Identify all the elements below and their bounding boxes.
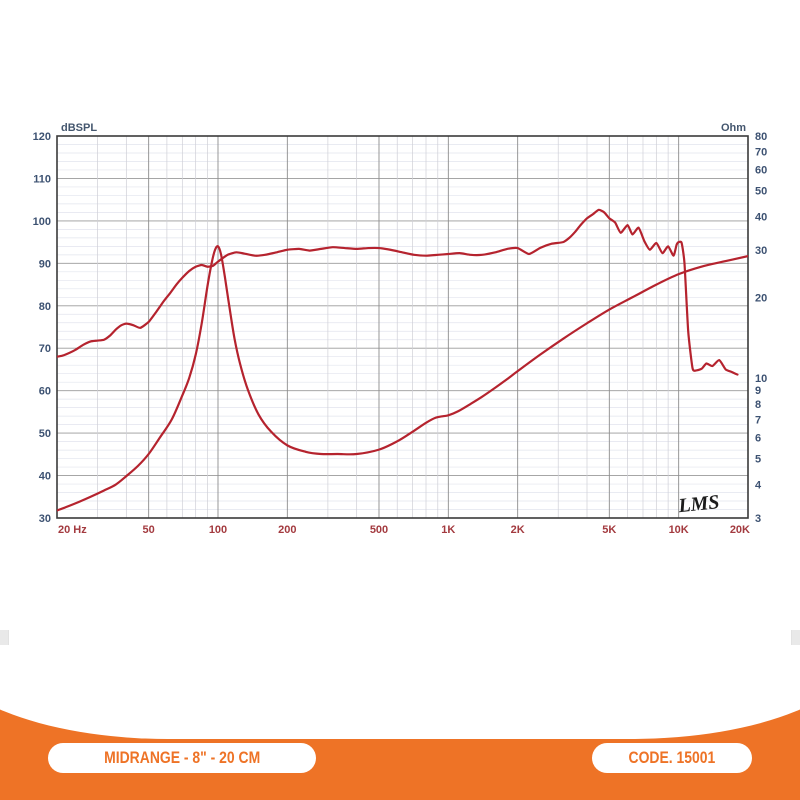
chart-canvas: 30 40 50 60 70 80 90 100 110 120 dBSPL 3 4 5 6 7 8 910 20 3…	[33, 122, 768, 536]
y2-axis-tick-label: 7	[755, 414, 761, 426]
y-axis-tick-label: 30	[39, 513, 51, 525]
y-axis-tick-label: 80	[39, 301, 51, 313]
y2-axis-tick-label: 80	[755, 131, 767, 143]
y2-axis-title: Ohm	[721, 122, 746, 134]
plot-background	[57, 136, 748, 518]
x-axis-tick-label: 50	[143, 524, 155, 536]
y2-axis-tick-label: 5	[755, 454, 761, 466]
footer-arc-white	[0, 645, 800, 739]
y-axis-title: dBSPL	[61, 122, 97, 134]
y-axis-tick-label: 40	[39, 471, 51, 483]
y2-axis-tick-label: 50	[755, 186, 767, 198]
frequency-response-chart: 30 40 50 60 70 80 90 100 110 120 dBSPL 3 4 5 6 7 8 9 10 20 3…	[0, 0, 800, 630]
x-axis-tick-label: 100	[209, 524, 227, 536]
y2-axis-tick-label: 9	[755, 385, 761, 397]
x-axis-tick-label: 20 Hz	[58, 524, 87, 536]
y2-axis-tick-label: 70	[755, 147, 767, 159]
y-axis-tick-label: 50	[39, 428, 51, 440]
product-footer-banner: SP-8CM / 170 WATT RMS MIDRANGE - 8" - 20…	[0, 645, 800, 800]
product-title: SP-8CM / 170 WATT RMS	[239, 693, 561, 730]
y2-axis-tick-label: 20	[755, 292, 767, 304]
footer-content: SP-8CM / 170 WATT RMS MIDRANGE - 8" - 20…	[0, 645, 800, 800]
y2-axis-tick-label: 40	[755, 212, 767, 224]
y2-axis-tick-label: 60	[755, 164, 767, 176]
y2-axis-tick-label: 3	[755, 513, 761, 525]
y-axis-tick-label: 70	[39, 343, 51, 355]
y2-axis-tick-label: 8	[755, 399, 761, 411]
product-code-label: CODE. 15001	[628, 748, 716, 767]
y-axis-tick-label: 110	[33, 173, 51, 185]
x-axis-tick-label: 20K	[730, 524, 750, 536]
x-axis-tick-label: 2K	[511, 524, 525, 536]
y-axis-tick-label: 120	[33, 131, 51, 143]
y-axis-tick-label: 60	[39, 386, 51, 398]
x-axis-tick-label: 10K	[669, 524, 689, 536]
y2-axis-tick-label: 4	[755, 480, 762, 492]
product-code-badge: CODE. 15001	[592, 743, 752, 773]
x-axis-tick-label: 200	[278, 524, 296, 536]
product-category-label: MIDRANGE - 8" - 20 CM	[103, 748, 261, 767]
product-category-badge: MIDRANGE - 8" - 20 CM	[48, 743, 316, 773]
y2-axis-tick-label: 6	[755, 432, 761, 444]
y2-axis-tick-label: 10	[755, 373, 767, 385]
y-axis-tick-label: 90	[39, 258, 51, 270]
spl-curve	[57, 208, 739, 376]
x-axis-tick-label: 1K	[441, 524, 455, 536]
lms-watermark: LMS	[676, 491, 720, 517]
impedance-curve	[57, 245, 748, 512]
x-axis-tick-label: 500	[370, 524, 388, 536]
x-axis-tick-label: 5K	[602, 524, 616, 536]
y2-axis-tick-label: 30	[755, 245, 767, 257]
plot-border	[56, 135, 749, 519]
y-axis-tick-label: 100	[33, 216, 51, 228]
